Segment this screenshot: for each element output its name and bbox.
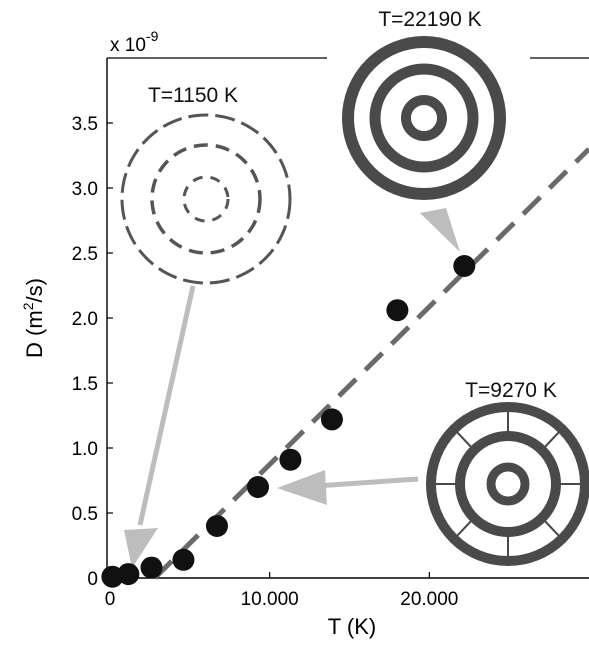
x-tick-label: 20.000 <box>400 589 458 610</box>
y-scale-base: x 10 <box>110 35 146 56</box>
y-axis-title-main: D (m <box>22 310 47 358</box>
y-tick-label: 3.0 <box>72 179 98 200</box>
y-scale-factor: x 10-9 <box>110 28 159 56</box>
annotation-9270k: T=9270 K <box>465 379 557 402</box>
data-point <box>117 563 140 586</box>
y-scale-exponent: -9 <box>146 28 159 44</box>
data-point <box>140 556 163 579</box>
inset-rings-9270k <box>426 402 589 566</box>
data-point <box>453 255 476 277</box>
x-ticks: 0 10.000 20.000 <box>105 572 458 610</box>
y-tick-label: 0.5 <box>72 504 98 525</box>
data-point <box>386 299 409 322</box>
data-point <box>205 515 228 537</box>
y-axis-title-sup: 2 <box>20 302 36 310</box>
annotation-1150k: T=1150 K <box>148 84 238 107</box>
y-tick-label: 2.0 <box>72 309 98 330</box>
y-ticks: 0 0.5 1.0 1.5 2.0 2.5 3.0 3.5 <box>72 114 113 590</box>
data-point <box>172 548 195 571</box>
data-point <box>279 448 302 471</box>
x-axis-title: T (K) <box>328 614 376 639</box>
data-point <box>247 476 270 498</box>
arrow-1150k <box>124 285 196 568</box>
y-tick-label: 1.5 <box>72 374 98 395</box>
data-point <box>320 408 343 431</box>
x-tick-label: 0 <box>105 589 116 610</box>
annotation-22190k: T=22190 K <box>378 8 481 31</box>
inset-rings-1150k <box>120 113 292 285</box>
y-tick-label: 1.0 <box>72 439 98 460</box>
data-points <box>101 255 476 588</box>
x-tick-label: 10.000 <box>241 589 299 610</box>
y-tick-label: 2.5 <box>72 244 98 265</box>
y-tick-label: 0 <box>87 569 98 590</box>
arrow-9270k <box>277 470 419 505</box>
annotation-arrows <box>124 208 460 568</box>
arrow-22190k <box>420 208 460 252</box>
linear-fit-line <box>152 147 589 580</box>
y-axis-title-tail: /s) <box>22 278 47 302</box>
y-axis-title: D (m2/s) <box>20 278 47 358</box>
y-tick-label: 3.5 <box>72 114 98 135</box>
inset-rings-22190k <box>342 36 506 200</box>
